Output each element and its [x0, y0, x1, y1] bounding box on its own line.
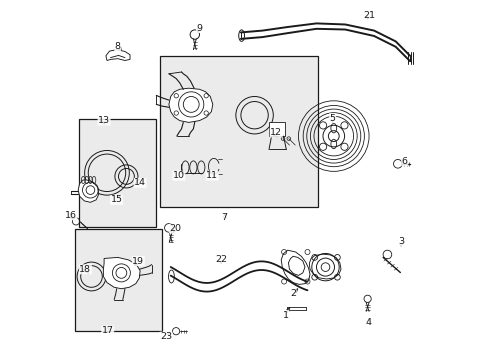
Text: 14: 14 [134, 178, 146, 187]
Text: 17: 17 [102, 326, 114, 335]
Text: 16: 16 [65, 211, 77, 220]
Polygon shape [309, 254, 340, 279]
Text: 8: 8 [115, 41, 121, 50]
Text: 13: 13 [98, 116, 110, 125]
Text: 20: 20 [169, 224, 181, 233]
Text: 4: 4 [365, 318, 371, 327]
Bar [160, 56, 318, 207]
Text: 1: 1 [283, 310, 288, 320]
Bar [79, 119, 156, 227]
Text: 23: 23 [160, 332, 172, 341]
Text: 5: 5 [329, 113, 335, 122]
Text: 18: 18 [79, 265, 91, 274]
Text: 10: 10 [173, 171, 184, 180]
Text: 7: 7 [221, 213, 227, 222]
Bar [75, 229, 162, 331]
Polygon shape [168, 88, 212, 122]
Text: 15: 15 [110, 195, 122, 204]
Polygon shape [103, 257, 140, 289]
Bar [268, 122, 284, 136]
Text: 2: 2 [289, 289, 296, 298]
Text: 22: 22 [215, 256, 226, 264]
Text: 3: 3 [397, 238, 404, 247]
Text: 11: 11 [205, 171, 218, 180]
Text: 9: 9 [196, 23, 202, 32]
Text: 19: 19 [132, 256, 144, 266]
Polygon shape [281, 250, 309, 284]
Text: 6: 6 [401, 157, 407, 166]
Polygon shape [78, 180, 99, 202]
Text: 12: 12 [270, 128, 282, 137]
Text: 21: 21 [363, 10, 375, 19]
